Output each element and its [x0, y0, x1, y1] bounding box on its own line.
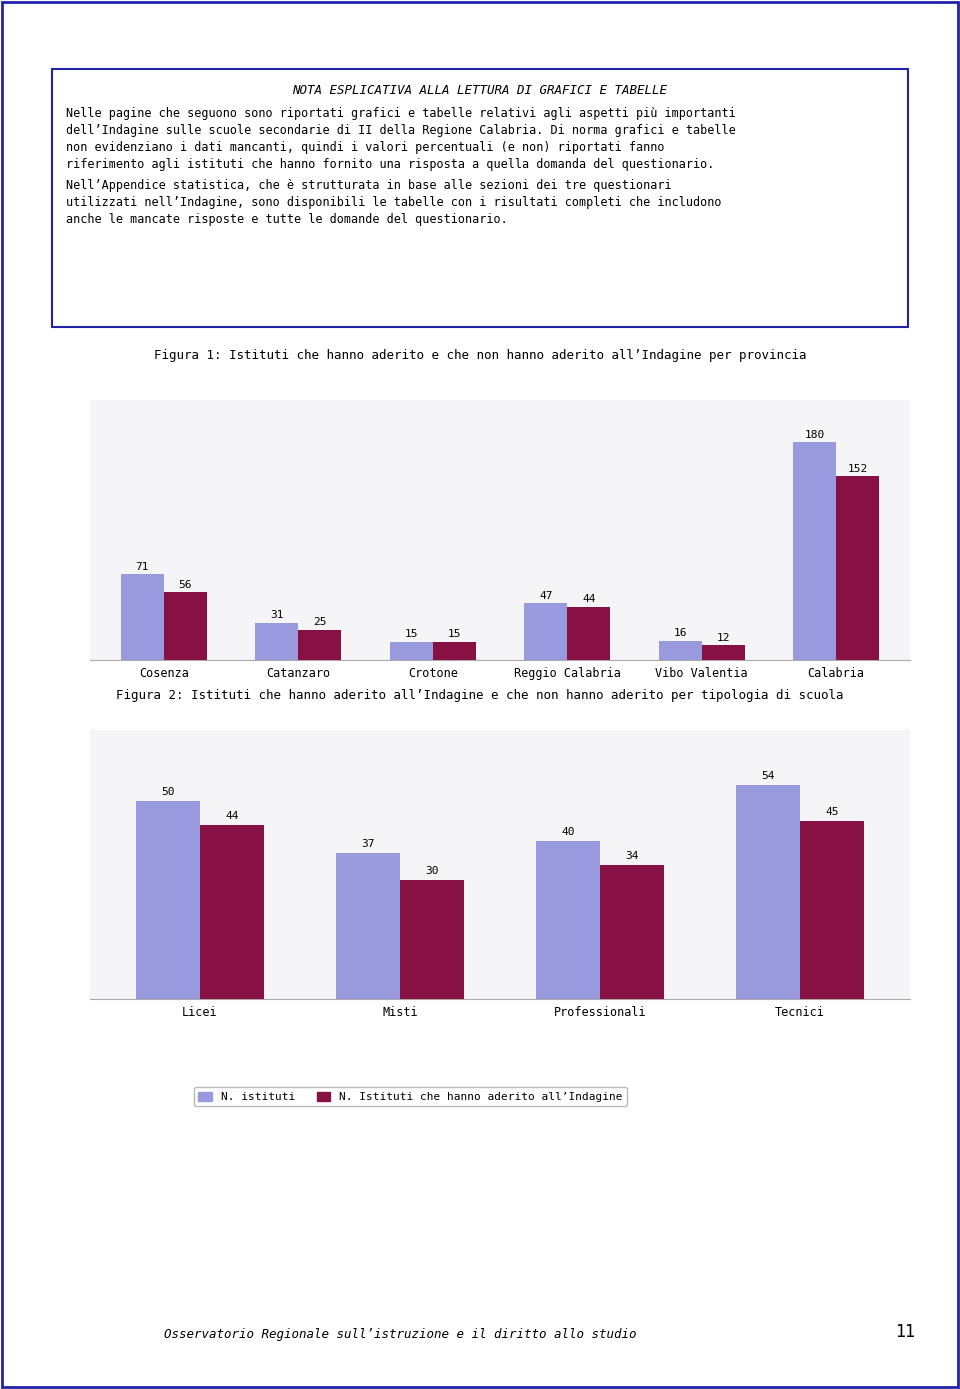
Bar	[299, 629, 342, 660]
Text: 12: 12	[716, 633, 730, 643]
Bar	[793, 442, 836, 660]
Bar	[659, 640, 702, 660]
Bar	[52, 69, 908, 326]
Bar	[836, 476, 879, 660]
Text: 15: 15	[404, 629, 418, 639]
Text: 30: 30	[425, 867, 439, 876]
Text: 47: 47	[539, 590, 552, 601]
Text: NOTA ESPLICATIVA ALLA LETTURA DI GRAFICI E TABELLE: NOTA ESPLICATIVA ALLA LETTURA DI GRAFICI…	[293, 83, 667, 97]
Bar	[400, 881, 464, 999]
Text: Figura 2: Istituti che hanno aderito all’Indagine e che non hanno aderito per ti: Figura 2: Istituti che hanno aderito all…	[116, 689, 844, 701]
Text: 44: 44	[582, 594, 595, 604]
Bar	[567, 607, 611, 660]
Bar	[433, 642, 476, 660]
Text: anche le mancate risposte e tutte le domande del questionario.: anche le mancate risposte e tutte le dom…	[66, 213, 508, 226]
Text: Figura 1: Istituti che hanno aderito e che non hanno aderito all’Indagine per pr: Figura 1: Istituti che hanno aderito e c…	[154, 349, 806, 363]
Text: 15: 15	[447, 629, 461, 639]
Text: Nell’Appendice statistica, che è strutturata in base alle sezioni dei tre questi: Nell’Appendice statistica, che è struttu…	[66, 179, 672, 192]
Bar	[136, 801, 200, 999]
Text: 31: 31	[270, 610, 283, 619]
Bar	[255, 622, 299, 660]
Bar	[524, 603, 567, 660]
Bar	[600, 864, 664, 999]
Text: 152: 152	[848, 464, 868, 474]
Text: Nelle pagine che seguono sono riportati grafici e tabelle relativi agli aspetti : Nelle pagine che seguono sono riportati …	[66, 107, 735, 119]
Text: 16: 16	[673, 628, 687, 638]
Bar	[800, 821, 864, 999]
Bar	[121, 574, 164, 660]
Legend: N. istituti, N. Istituti che hanno aderito all’Indagine: N. istituti, N. Istituti che hanno aderi…	[194, 1088, 627, 1107]
Text: 25: 25	[313, 617, 326, 628]
Text: 40: 40	[562, 826, 575, 836]
Text: riferimento agli istituti che hanno fornito una risposta a quella domanda del qu: riferimento agli istituti che hanno forn…	[66, 158, 714, 171]
Bar	[200, 825, 264, 999]
Text: 45: 45	[826, 807, 839, 817]
Text: 71: 71	[135, 561, 149, 572]
Text: utilizzati nell’Indagine, sono disponibili le tabelle con i risultati completi c: utilizzati nell’Indagine, sono disponibi…	[66, 196, 722, 208]
Text: 44: 44	[226, 811, 239, 821]
Text: dell’Indagine sulle scuole secondarie di II della Regione Calabria. Di norma gra: dell’Indagine sulle scuole secondarie di…	[66, 124, 735, 138]
Text: 56: 56	[179, 579, 192, 590]
Bar	[736, 785, 800, 999]
Text: 180: 180	[804, 431, 825, 440]
Text: 54: 54	[761, 771, 775, 782]
Text: 11: 11	[895, 1322, 915, 1340]
Bar	[390, 642, 433, 660]
Text: non evidenziano i dati mancanti, quindi i valori percentuali (e non) riportati f: non evidenziano i dati mancanti, quindi …	[66, 142, 664, 154]
Bar	[702, 646, 745, 660]
Text: 37: 37	[361, 839, 374, 849]
Text: Osservatorio Regionale sull’istruzione e il diritto allo studio: Osservatorio Regionale sull’istruzione e…	[164, 1328, 636, 1340]
Text: 34: 34	[625, 850, 638, 861]
Legend: N° Istituti, N° Istituti che hanno aderito all’indagine: N° Istituti, N° Istituti che hanno aderi…	[194, 733, 627, 753]
Bar	[336, 853, 400, 999]
Text: 50: 50	[161, 788, 175, 797]
Bar	[164, 592, 207, 660]
Bar	[536, 840, 600, 999]
